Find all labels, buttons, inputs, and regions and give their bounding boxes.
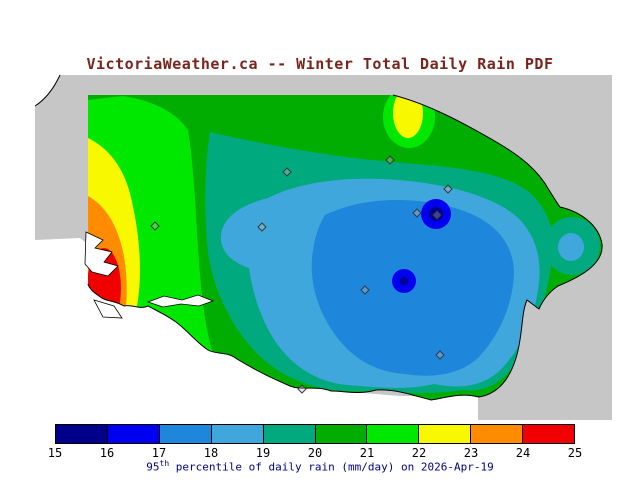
station-marker <box>443 184 453 194</box>
colorbar-tick-23: 23 <box>463 446 479 460</box>
contour-band-15-spot-a <box>429 207 443 221</box>
colorbar-segment-23 <box>471 425 524 443</box>
colorbar-tick-24: 24 <box>515 446 531 460</box>
colorbar-segment-22 <box>419 425 472 443</box>
colorbar-tick-21: 21 <box>359 446 375 460</box>
lagoon-inlet <box>93 299 123 319</box>
colorbar-segment-24 <box>523 425 575 443</box>
caption: 95th percentile of daily rain (mm/day) o… <box>0 459 640 474</box>
colorbar-tick-25: 25 <box>567 446 583 460</box>
colorbar-tick-18: 18 <box>203 446 219 460</box>
corner-coastline <box>34 74 61 107</box>
contour-bands <box>88 95 600 396</box>
colorbar-ticks: 15 16 17 18 19 20 21 22 23 24 25 <box>0 446 640 460</box>
colorbar-tick-16: 16 <box>99 446 115 460</box>
corner-land-fragment <box>35 75 60 106</box>
contour-band-15-spot-b <box>400 277 408 285</box>
station-markers <box>150 155 453 394</box>
colorbar-tick-15: 15 <box>47 446 63 460</box>
station-marker <box>385 155 395 165</box>
contour-band-18-peninsula <box>558 233 584 261</box>
caption-text: percentile of daily rain (mm/day) on 202… <box>169 460 494 474</box>
caption-sup: th <box>159 459 170 468</box>
colorbar-tick-17: 17 <box>151 446 167 460</box>
colorbar-segment-21 <box>367 425 420 443</box>
colorbar-segment-20 <box>315 425 368 443</box>
sea-area <box>35 238 478 420</box>
colorbar-segment-18 <box>211 425 264 443</box>
gorge-channel <box>146 294 215 308</box>
station-marker <box>412 208 422 218</box>
station-marker <box>150 221 160 231</box>
station-marker <box>282 167 292 177</box>
colorbar <box>55 424 575 444</box>
station-marker <box>360 285 370 295</box>
coastline <box>87 94 603 401</box>
colorbar-segment-15 <box>56 425 108 443</box>
colorbar-segment-17 <box>159 425 212 443</box>
colorbar-tick-19: 19 <box>255 446 271 460</box>
page-title: VictoriaWeather.ca -- Winter Total Daily… <box>86 55 554 73</box>
harbour-inlet <box>84 231 119 277</box>
station-marker <box>432 210 442 220</box>
caption-percentile: 95 <box>146 460 160 474</box>
colorbar-segment-19 <box>263 425 316 443</box>
colorbar-tick-22: 22 <box>411 446 427 460</box>
station-marker <box>297 384 307 394</box>
station-marker <box>257 222 267 232</box>
colorbar-segment-16 <box>107 425 160 443</box>
station-marker <box>435 350 445 360</box>
colorbar-tick-20: 20 <box>307 446 323 460</box>
